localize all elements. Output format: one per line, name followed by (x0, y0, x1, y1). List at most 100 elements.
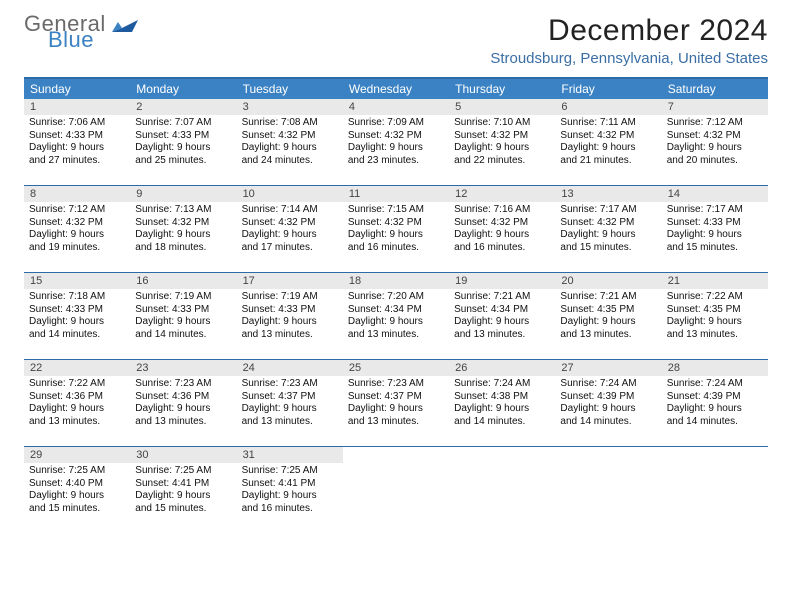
day-d1: Daylight: 9 hours (560, 316, 656, 329)
day-cell: 8Sunrise: 7:12 AMSunset: 4:32 PMDaylight… (24, 186, 130, 272)
day-sunrise: Sunrise: 7:22 AM (667, 291, 763, 304)
day-details: Sunrise: 7:24 AMSunset: 4:39 PMDaylight:… (555, 376, 661, 432)
day-cell: 1Sunrise: 7:06 AMSunset: 4:33 PMDaylight… (24, 99, 130, 185)
day-cell: 2Sunrise: 7:07 AMSunset: 4:33 PMDaylight… (130, 99, 236, 185)
day-cell: 30Sunrise: 7:25 AMSunset: 4:41 PMDayligh… (130, 447, 236, 533)
day-number: 7 (662, 99, 768, 115)
day-sunset: Sunset: 4:32 PM (560, 217, 656, 230)
day-cell: 24Sunrise: 7:23 AMSunset: 4:37 PMDayligh… (237, 360, 343, 446)
day-sunset: Sunset: 4:40 PM (29, 478, 125, 491)
day-d1: Daylight: 9 hours (242, 316, 338, 329)
day-d1: Daylight: 9 hours (29, 142, 125, 155)
day-sunrise: Sunrise: 7:10 AM (454, 117, 550, 130)
day-sunset: Sunset: 4:33 PM (135, 130, 231, 143)
day-sunset: Sunset: 4:32 PM (348, 130, 444, 143)
day-d2: and 13 minutes. (29, 416, 125, 429)
week-row: 8Sunrise: 7:12 AMSunset: 4:32 PMDaylight… (24, 186, 768, 273)
day-d1: Daylight: 9 hours (135, 142, 231, 155)
day-number: 28 (662, 360, 768, 376)
dow-thursday: Thursday (449, 79, 555, 99)
day-d2: and 15 minutes. (29, 503, 125, 516)
day-number: 29 (24, 447, 130, 463)
day-number: 9 (130, 186, 236, 202)
day-number: 27 (555, 360, 661, 376)
day-sunset: Sunset: 4:39 PM (667, 391, 763, 404)
week-row: 29Sunrise: 7:25 AMSunset: 4:40 PMDayligh… (24, 447, 768, 533)
day-cell (343, 447, 449, 533)
day-sunset: Sunset: 4:37 PM (242, 391, 338, 404)
day-details: Sunrise: 7:12 AMSunset: 4:32 PMDaylight:… (662, 115, 768, 171)
day-d2: and 15 minutes. (560, 242, 656, 255)
day-number: 5 (449, 99, 555, 115)
dow-monday: Monday (130, 79, 236, 99)
day-cell (662, 447, 768, 533)
day-d2: and 13 minutes. (560, 329, 656, 342)
dow-wednesday: Wednesday (343, 79, 449, 99)
day-sunrise: Sunrise: 7:19 AM (135, 291, 231, 304)
day-d2: and 14 minutes. (667, 416, 763, 429)
day-details: Sunrise: 7:14 AMSunset: 4:32 PMDaylight:… (237, 202, 343, 258)
day-sunset: Sunset: 4:32 PM (348, 217, 444, 230)
day-cell: 31Sunrise: 7:25 AMSunset: 4:41 PMDayligh… (237, 447, 343, 533)
day-d1: Daylight: 9 hours (667, 142, 763, 155)
day-d1: Daylight: 9 hours (242, 142, 338, 155)
day-sunrise: Sunrise: 7:23 AM (135, 378, 231, 391)
day-details: Sunrise: 7:17 AMSunset: 4:32 PMDaylight:… (555, 202, 661, 258)
day-sunrise: Sunrise: 7:24 AM (454, 378, 550, 391)
day-cell: 6Sunrise: 7:11 AMSunset: 4:32 PMDaylight… (555, 99, 661, 185)
day-d2: and 24 minutes. (242, 155, 338, 168)
day-details: Sunrise: 7:21 AMSunset: 4:35 PMDaylight:… (555, 289, 661, 345)
day-details: Sunrise: 7:23 AMSunset: 4:37 PMDaylight:… (343, 376, 449, 432)
day-cell: 27Sunrise: 7:24 AMSunset: 4:39 PMDayligh… (555, 360, 661, 446)
day-sunrise: Sunrise: 7:25 AM (135, 465, 231, 478)
day-sunrise: Sunrise: 7:25 AM (29, 465, 125, 478)
day-sunset: Sunset: 4:36 PM (29, 391, 125, 404)
day-sunrise: Sunrise: 7:07 AM (135, 117, 231, 130)
day-details: Sunrise: 7:11 AMSunset: 4:32 PMDaylight:… (555, 115, 661, 171)
day-sunset: Sunset: 4:32 PM (667, 130, 763, 143)
day-details: Sunrise: 7:25 AMSunset: 4:41 PMDaylight:… (130, 463, 236, 519)
day-sunset: Sunset: 4:32 PM (135, 217, 231, 230)
day-d1: Daylight: 9 hours (348, 229, 444, 242)
day-cell: 21Sunrise: 7:22 AMSunset: 4:35 PMDayligh… (662, 273, 768, 359)
brand-text-2: Blue (48, 30, 106, 50)
week-row: 15Sunrise: 7:18 AMSunset: 4:33 PMDayligh… (24, 273, 768, 360)
day-details: Sunrise: 7:24 AMSunset: 4:39 PMDaylight:… (662, 376, 768, 432)
day-d1: Daylight: 9 hours (242, 403, 338, 416)
day-d1: Daylight: 9 hours (135, 229, 231, 242)
day-d1: Daylight: 9 hours (560, 403, 656, 416)
day-sunrise: Sunrise: 7:11 AM (560, 117, 656, 130)
day-d2: and 21 minutes. (560, 155, 656, 168)
day-d2: and 19 minutes. (29, 242, 125, 255)
day-d2: and 22 minutes. (454, 155, 550, 168)
day-sunset: Sunset: 4:33 PM (29, 304, 125, 317)
day-cell (449, 447, 555, 533)
day-d2: and 13 minutes. (242, 329, 338, 342)
day-cell: 7Sunrise: 7:12 AMSunset: 4:32 PMDaylight… (662, 99, 768, 185)
day-sunrise: Sunrise: 7:18 AM (29, 291, 125, 304)
day-number: 23 (130, 360, 236, 376)
day-sunrise: Sunrise: 7:15 AM (348, 204, 444, 217)
day-sunrise: Sunrise: 7:24 AM (667, 378, 763, 391)
day-number: 4 (343, 99, 449, 115)
day-cell: 26Sunrise: 7:24 AMSunset: 4:38 PMDayligh… (449, 360, 555, 446)
day-sunrise: Sunrise: 7:20 AM (348, 291, 444, 304)
day-sunset: Sunset: 4:37 PM (348, 391, 444, 404)
day-details: Sunrise: 7:22 AMSunset: 4:36 PMDaylight:… (24, 376, 130, 432)
day-d1: Daylight: 9 hours (667, 229, 763, 242)
day-sunset: Sunset: 4:38 PM (454, 391, 550, 404)
day-sunrise: Sunrise: 7:06 AM (29, 117, 125, 130)
day-sunset: Sunset: 4:34 PM (348, 304, 444, 317)
day-d1: Daylight: 9 hours (454, 142, 550, 155)
day-number: 26 (449, 360, 555, 376)
day-d2: and 13 minutes. (348, 329, 444, 342)
day-d1: Daylight: 9 hours (454, 229, 550, 242)
day-sunrise: Sunrise: 7:08 AM (242, 117, 338, 130)
week-row: 1Sunrise: 7:06 AMSunset: 4:33 PMDaylight… (24, 99, 768, 186)
day-d2: and 23 minutes. (348, 155, 444, 168)
day-d2: and 16 minutes. (242, 503, 338, 516)
day-number: 13 (555, 186, 661, 202)
day-d1: Daylight: 9 hours (454, 316, 550, 329)
day-d2: and 13 minutes. (348, 416, 444, 429)
day-number: 21 (662, 273, 768, 289)
